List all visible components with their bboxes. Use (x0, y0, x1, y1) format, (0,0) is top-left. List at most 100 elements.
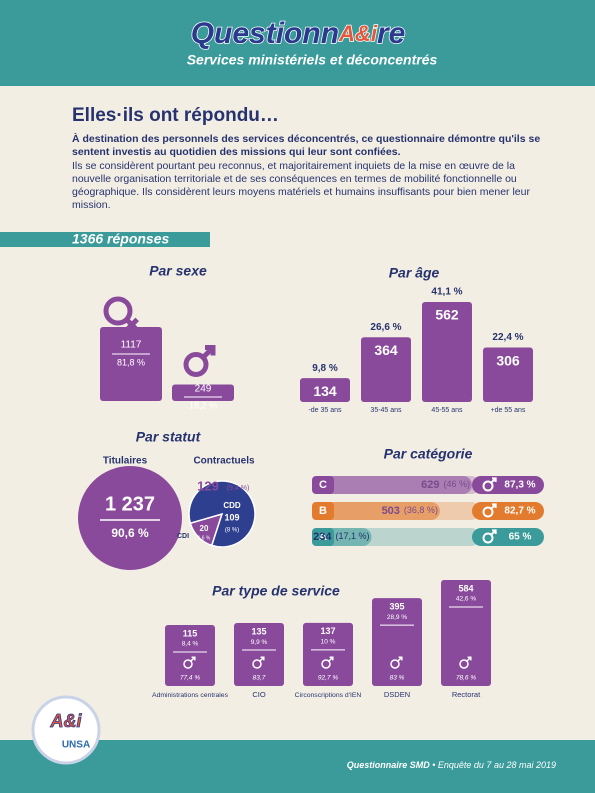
intro-heading: Elles·ils ont répondu… (72, 105, 279, 126)
percent: (9,4 %) (227, 485, 250, 492)
title-part: re (377, 17, 405, 50)
bar (372, 598, 422, 686)
bar (100, 327, 162, 401)
icon (490, 529, 497, 536)
section-title: Par catégorie (384, 446, 473, 462)
count: 137 (320, 626, 335, 636)
icon (390, 659, 400, 669)
percent: 81,8 % (117, 357, 145, 367)
icon (183, 659, 193, 669)
cdi-label: CDI (177, 533, 189, 540)
bar (234, 623, 284, 686)
age-label: -de 35 ans (308, 407, 342, 414)
icon (124, 317, 139, 332)
icon (490, 503, 497, 510)
count: 1 237 (105, 493, 155, 515)
percent: 42,6 % (456, 596, 476, 603)
percent: 41,1 % (431, 287, 462, 298)
letter-box (312, 528, 334, 546)
category-letter: C (319, 479, 327, 491)
bar (312, 476, 472, 494)
intro-body: Ils se considèrent pourtant peu reconnus… (72, 160, 530, 211)
category-value: 503 (36,8 %) (382, 505, 438, 517)
service-label: Rectorat (452, 690, 481, 699)
subtitle: Services ministériels et déconcentrés (187, 52, 438, 68)
service-label: DSDEN (384, 690, 410, 699)
icon (482, 532, 494, 544)
count: 115 (183, 628, 198, 638)
age-label: 35-45 ans (370, 407, 402, 414)
section-title: Par type de service (212, 583, 340, 599)
section-title: Par sexe (149, 263, 207, 279)
icon (482, 506, 494, 518)
men-percent: 77,4 % (180, 675, 200, 682)
footer-band (0, 740, 595, 793)
title: QuestionnA&ire (191, 17, 406, 50)
count: 562 (435, 307, 459, 323)
count: 364 (374, 342, 398, 358)
percent: 22,4 % (492, 332, 523, 343)
percent: 90,6 % (111, 526, 149, 540)
icon (482, 480, 494, 492)
section-title: Par âge (389, 265, 440, 281)
icon (183, 352, 209, 378)
percent: 28,9 % (387, 614, 407, 621)
bar (361, 337, 411, 402)
count: 135 (251, 626, 266, 636)
count: 629 (421, 479, 439, 491)
men-percent: 92,7 % (318, 675, 338, 682)
bar (422, 302, 472, 402)
men-percent: 78,6 % (456, 675, 476, 682)
men-percent: 87,3 % (504, 480, 535, 491)
percent: 10 % (321, 639, 336, 646)
footer-dates: Enquête du 7 au 28 mai 2019 (438, 760, 556, 770)
men-percent: 82,7 % (504, 506, 535, 517)
service-label: Administrations centrales (152, 692, 229, 699)
service-label: Circonscriptions d'IEN (295, 692, 362, 699)
percent: (36,8 %) (404, 505, 438, 515)
pie-slice (188, 480, 256, 548)
title-part: Questionn (191, 17, 339, 50)
title-part: A&i (338, 21, 378, 46)
men-percent: 65 % (509, 532, 532, 543)
percent: 9,8 % (312, 363, 338, 374)
percent: (46 %) (443, 479, 470, 489)
service-label: CIO (252, 690, 266, 699)
bar (483, 347, 533, 402)
cdd-label: CDD (223, 501, 241, 510)
count: 306 (496, 352, 520, 368)
bar (312, 502, 440, 520)
icon (252, 659, 262, 669)
category-value: 234 (17,1 %) (313, 531, 369, 543)
bar (165, 624, 215, 686)
percent: 8,4 % (182, 641, 199, 648)
count: 395 (389, 601, 404, 611)
logo (31, 695, 101, 765)
letter-box (312, 476, 334, 494)
statut-label: Titulaires (103, 456, 148, 467)
category-letter: B (319, 505, 327, 517)
age-label: +de 55 ans (491, 407, 526, 414)
responses-band (0, 232, 210, 247)
icon (201, 345, 216, 360)
count: 109 (224, 512, 239, 522)
count: 1117 (121, 340, 142, 351)
header-band (0, 0, 595, 86)
bar (300, 378, 350, 402)
icon (490, 477, 497, 484)
percent: (17,1 %) (336, 531, 370, 541)
count: 584 (458, 583, 473, 593)
percent: 26,6 % (370, 322, 401, 333)
count: 249 (195, 384, 212, 395)
logo-text: A&i (50, 711, 83, 731)
statut-label: Contractuels (193, 456, 255, 467)
responses: 1366 réponses (72, 231, 169, 247)
icon (321, 659, 331, 669)
icon (259, 656, 265, 662)
icon (459, 659, 469, 669)
count: 503 (382, 505, 400, 517)
category-letter: A (319, 531, 327, 543)
percent: (8 %) (225, 528, 239, 534)
